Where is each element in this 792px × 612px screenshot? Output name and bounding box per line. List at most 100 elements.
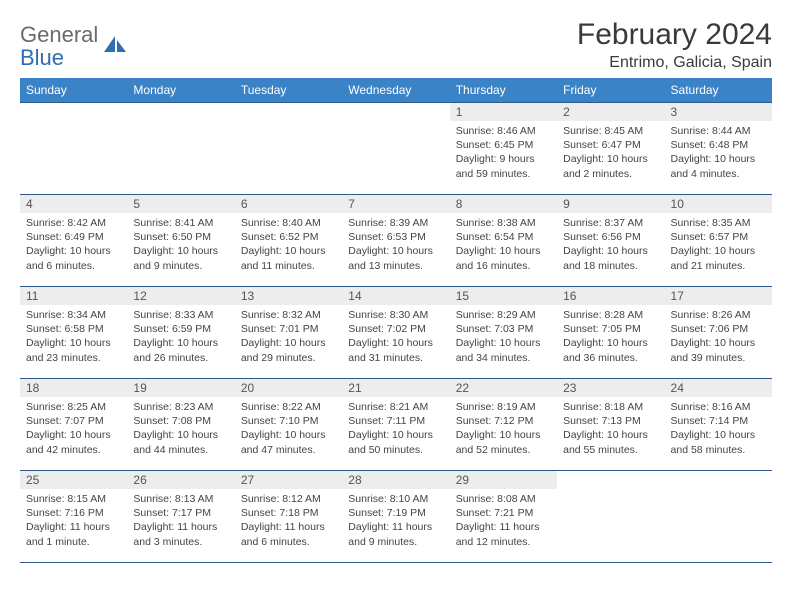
calendar-week-row: 4Sunrise: 8:42 AMSunset: 6:49 PMDaylight… bbox=[20, 195, 772, 287]
day-header-row: SundayMondayTuesdayWednesdayThursdayFrid… bbox=[20, 78, 772, 103]
day-header: Monday bbox=[127, 78, 234, 103]
day-content: Sunrise: 8:33 AMSunset: 6:59 PMDaylight:… bbox=[127, 305, 234, 369]
day-header: Thursday bbox=[450, 78, 557, 103]
day-content: Sunrise: 8:28 AMSunset: 7:05 PMDaylight:… bbox=[557, 305, 664, 369]
day-number: 22 bbox=[450, 379, 557, 397]
calendar-cell: 21Sunrise: 8:21 AMSunset: 7:11 PMDayligh… bbox=[342, 379, 449, 471]
day-content: Sunrise: 8:32 AMSunset: 7:01 PMDaylight:… bbox=[235, 305, 342, 369]
day-content: Sunrise: 8:42 AMSunset: 6:49 PMDaylight:… bbox=[20, 213, 127, 277]
page-header: General Blue February 2024 Entrimo, Gali… bbox=[20, 18, 772, 72]
calendar-cell: 26Sunrise: 8:13 AMSunset: 7:17 PMDayligh… bbox=[127, 471, 234, 563]
calendar-cell: 24Sunrise: 8:16 AMSunset: 7:14 PMDayligh… bbox=[665, 379, 772, 471]
day-content: Sunrise: 8:19 AMSunset: 7:12 PMDaylight:… bbox=[450, 397, 557, 461]
day-number: 9 bbox=[557, 195, 664, 213]
calendar-table: SundayMondayTuesdayWednesdayThursdayFrid… bbox=[20, 78, 772, 563]
location-subtitle: Entrimo, Galicia, Spain bbox=[577, 54, 772, 72]
day-number: 10 bbox=[665, 195, 772, 213]
day-number: 28 bbox=[342, 471, 449, 489]
calendar-cell bbox=[342, 103, 449, 195]
day-number: 8 bbox=[450, 195, 557, 213]
day-number: 4 bbox=[20, 195, 127, 213]
calendar-cell: 28Sunrise: 8:10 AMSunset: 7:19 PMDayligh… bbox=[342, 471, 449, 563]
logo-sail-icon bbox=[102, 34, 128, 54]
title-block: February 2024 Entrimo, Galicia, Spain bbox=[577, 18, 772, 72]
day-number: 14 bbox=[342, 287, 449, 305]
day-header: Wednesday bbox=[342, 78, 449, 103]
day-content: Sunrise: 8:12 AMSunset: 7:18 PMDaylight:… bbox=[235, 489, 342, 553]
day-content: Sunrise: 8:22 AMSunset: 7:10 PMDaylight:… bbox=[235, 397, 342, 461]
day-content: Sunrise: 8:16 AMSunset: 7:14 PMDaylight:… bbox=[665, 397, 772, 461]
calendar-cell: 2Sunrise: 8:45 AMSunset: 6:47 PMDaylight… bbox=[557, 103, 664, 195]
calendar-cell: 25Sunrise: 8:15 AMSunset: 7:16 PMDayligh… bbox=[20, 471, 127, 563]
calendar-week-row: 25Sunrise: 8:15 AMSunset: 7:16 PMDayligh… bbox=[20, 471, 772, 563]
calendar-cell: 20Sunrise: 8:22 AMSunset: 7:10 PMDayligh… bbox=[235, 379, 342, 471]
calendar-week-row: 11Sunrise: 8:34 AMSunset: 6:58 PMDayligh… bbox=[20, 287, 772, 379]
day-content: Sunrise: 8:26 AMSunset: 7:06 PMDaylight:… bbox=[665, 305, 772, 369]
calendar-cell bbox=[127, 103, 234, 195]
calendar-week-row: 1Sunrise: 8:46 AMSunset: 6:45 PMDaylight… bbox=[20, 103, 772, 195]
day-content: Sunrise: 8:15 AMSunset: 7:16 PMDaylight:… bbox=[20, 489, 127, 553]
day-number: 17 bbox=[665, 287, 772, 305]
day-number: 5 bbox=[127, 195, 234, 213]
day-content: Sunrise: 8:39 AMSunset: 6:53 PMDaylight:… bbox=[342, 213, 449, 277]
day-number: 25 bbox=[20, 471, 127, 489]
calendar-cell: 1Sunrise: 8:46 AMSunset: 6:45 PMDaylight… bbox=[450, 103, 557, 195]
logo-text-blue: Blue bbox=[20, 45, 64, 70]
day-number: 3 bbox=[665, 103, 772, 121]
calendar-cell: 7Sunrise: 8:39 AMSunset: 6:53 PMDaylight… bbox=[342, 195, 449, 287]
day-number: 13 bbox=[235, 287, 342, 305]
day-header: Friday bbox=[557, 78, 664, 103]
calendar-cell: 11Sunrise: 8:34 AMSunset: 6:58 PMDayligh… bbox=[20, 287, 127, 379]
day-number: 20 bbox=[235, 379, 342, 397]
calendar-cell: 17Sunrise: 8:26 AMSunset: 7:06 PMDayligh… bbox=[665, 287, 772, 379]
day-number: 12 bbox=[127, 287, 234, 305]
day-content: Sunrise: 8:40 AMSunset: 6:52 PMDaylight:… bbox=[235, 213, 342, 277]
calendar-cell: 13Sunrise: 8:32 AMSunset: 7:01 PMDayligh… bbox=[235, 287, 342, 379]
day-number: 21 bbox=[342, 379, 449, 397]
calendar-cell: 18Sunrise: 8:25 AMSunset: 7:07 PMDayligh… bbox=[20, 379, 127, 471]
calendar-cell: 23Sunrise: 8:18 AMSunset: 7:13 PMDayligh… bbox=[557, 379, 664, 471]
logo: General Blue bbox=[20, 18, 128, 70]
calendar-cell: 12Sunrise: 8:33 AMSunset: 6:59 PMDayligh… bbox=[127, 287, 234, 379]
day-content: Sunrise: 8:46 AMSunset: 6:45 PMDaylight:… bbox=[450, 121, 557, 185]
day-content: Sunrise: 8:21 AMSunset: 7:11 PMDaylight:… bbox=[342, 397, 449, 461]
day-number: 15 bbox=[450, 287, 557, 305]
day-content: Sunrise: 8:13 AMSunset: 7:17 PMDaylight:… bbox=[127, 489, 234, 553]
day-content: Sunrise: 8:30 AMSunset: 7:02 PMDaylight:… bbox=[342, 305, 449, 369]
calendar-cell: 29Sunrise: 8:08 AMSunset: 7:21 PMDayligh… bbox=[450, 471, 557, 563]
calendar-cell: 9Sunrise: 8:37 AMSunset: 6:56 PMDaylight… bbox=[557, 195, 664, 287]
calendar-cell bbox=[665, 471, 772, 563]
month-title: February 2024 bbox=[577, 18, 772, 52]
calendar-body: 1Sunrise: 8:46 AMSunset: 6:45 PMDaylight… bbox=[20, 103, 772, 563]
day-number: 6 bbox=[235, 195, 342, 213]
calendar-cell bbox=[557, 471, 664, 563]
calendar-cell: 27Sunrise: 8:12 AMSunset: 7:18 PMDayligh… bbox=[235, 471, 342, 563]
day-number: 27 bbox=[235, 471, 342, 489]
day-content: Sunrise: 8:34 AMSunset: 6:58 PMDaylight:… bbox=[20, 305, 127, 369]
calendar-cell: 19Sunrise: 8:23 AMSunset: 7:08 PMDayligh… bbox=[127, 379, 234, 471]
calendar-cell: 6Sunrise: 8:40 AMSunset: 6:52 PMDaylight… bbox=[235, 195, 342, 287]
day-number: 19 bbox=[127, 379, 234, 397]
calendar-cell: 16Sunrise: 8:28 AMSunset: 7:05 PMDayligh… bbox=[557, 287, 664, 379]
calendar-cell: 3Sunrise: 8:44 AMSunset: 6:48 PMDaylight… bbox=[665, 103, 772, 195]
day-content: Sunrise: 8:29 AMSunset: 7:03 PMDaylight:… bbox=[450, 305, 557, 369]
day-number: 16 bbox=[557, 287, 664, 305]
day-number: 2 bbox=[557, 103, 664, 121]
day-content: Sunrise: 8:18 AMSunset: 7:13 PMDaylight:… bbox=[557, 397, 664, 461]
calendar-week-row: 18Sunrise: 8:25 AMSunset: 7:07 PMDayligh… bbox=[20, 379, 772, 471]
calendar-cell bbox=[235, 103, 342, 195]
day-number: 24 bbox=[665, 379, 772, 397]
day-number: 26 bbox=[127, 471, 234, 489]
day-content: Sunrise: 8:10 AMSunset: 7:19 PMDaylight:… bbox=[342, 489, 449, 553]
day-content: Sunrise: 8:37 AMSunset: 6:56 PMDaylight:… bbox=[557, 213, 664, 277]
calendar-cell bbox=[20, 103, 127, 195]
day-number: 1 bbox=[450, 103, 557, 121]
day-number: 29 bbox=[450, 471, 557, 489]
day-content: Sunrise: 8:44 AMSunset: 6:48 PMDaylight:… bbox=[665, 121, 772, 185]
calendar-cell: 5Sunrise: 8:41 AMSunset: 6:50 PMDaylight… bbox=[127, 195, 234, 287]
calendar-cell: 15Sunrise: 8:29 AMSunset: 7:03 PMDayligh… bbox=[450, 287, 557, 379]
day-content: Sunrise: 8:25 AMSunset: 7:07 PMDaylight:… bbox=[20, 397, 127, 461]
day-number: 18 bbox=[20, 379, 127, 397]
day-header: Saturday bbox=[665, 78, 772, 103]
day-number: 23 bbox=[557, 379, 664, 397]
